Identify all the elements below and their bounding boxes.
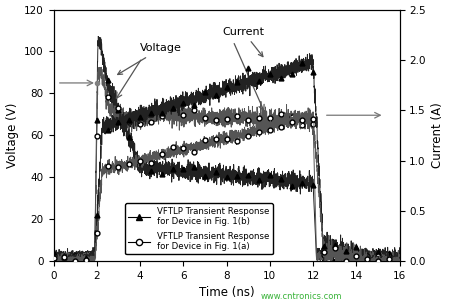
Text: Voltage: Voltage <box>118 44 182 74</box>
Y-axis label: Current (A): Current (A) <box>432 102 445 168</box>
X-axis label: Time (ns): Time (ns) <box>199 286 254 300</box>
Legend: VFTLP Transient Response
for Device in Fig. 1(b), VFTLP Transient Response
for D: VFTLP Transient Response for Device in F… <box>125 203 273 254</box>
Text: www.cntronics.com: www.cntronics.com <box>261 292 342 301</box>
Y-axis label: Voltage (V): Voltage (V) <box>5 103 18 168</box>
Text: Current: Current <box>222 27 264 57</box>
